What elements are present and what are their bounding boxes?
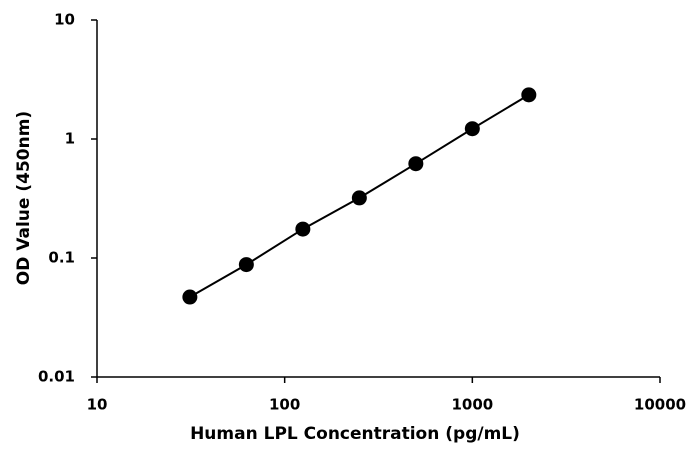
data-point bbox=[238, 257, 254, 273]
y-tick-label: 0.01 bbox=[38, 368, 75, 386]
x-tick-label: 1000 bbox=[451, 396, 493, 414]
y-tick-label: 0.1 bbox=[48, 249, 75, 267]
y-tick-label: 10 bbox=[54, 11, 75, 29]
y-axis-title: OD Value (450nm) bbox=[14, 111, 34, 285]
data-point bbox=[521, 87, 537, 103]
x-tick-label: 100 bbox=[269, 396, 300, 414]
x-tick-label: 10 bbox=[87, 396, 108, 414]
data-point bbox=[351, 190, 367, 206]
data-point bbox=[182, 289, 198, 305]
data-point bbox=[295, 221, 311, 237]
y-tick-label: 1 bbox=[65, 130, 75, 148]
data-point bbox=[464, 121, 480, 137]
x-axis-title: Human LPL Concentration (pg/mL) bbox=[190, 424, 520, 444]
x-tick-label: 10000 bbox=[634, 396, 686, 414]
data-point bbox=[408, 156, 424, 172]
